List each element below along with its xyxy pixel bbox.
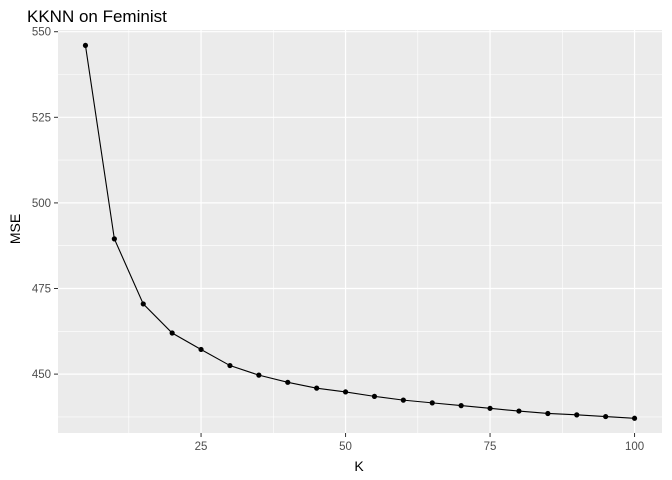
x-tick-label: 50	[339, 441, 352, 453]
x-tick-label: 25	[195, 441, 208, 453]
y-tick-label: 550	[32, 27, 51, 39]
gridlines-major	[58, 30, 662, 433]
data-point	[256, 372, 262, 378]
gridlines-minor	[58, 30, 662, 433]
series-group	[82, 42, 638, 421]
x-axis-ticks: 25 50 75 100	[195, 433, 644, 453]
y-axis-ticks: 450 475 500 525 550	[32, 27, 58, 381]
data-point	[516, 408, 522, 414]
y-tick-label: 450	[32, 369, 51, 381]
y-tick-label: 525	[32, 112, 51, 124]
data-point	[371, 393, 378, 399]
data-point	[111, 236, 117, 242]
data-point	[429, 400, 435, 406]
data-point	[285, 379, 291, 385]
data-point	[574, 412, 580, 418]
data-point	[198, 346, 204, 353]
x-axis-title: K	[354, 458, 364, 474]
y-axis-title: MSE	[7, 214, 23, 244]
data-point	[458, 403, 464, 409]
data-point	[140, 301, 146, 307]
series-line	[84, 45, 635, 419]
x-tick-label: 100	[625, 441, 644, 453]
data-point	[314, 385, 320, 391]
data-point	[487, 405, 493, 411]
data-point	[545, 410, 551, 417]
y-tick-label: 475	[32, 284, 51, 296]
data-point	[227, 362, 233, 369]
data-point	[342, 389, 349, 395]
data-point	[82, 42, 89, 49]
data-point	[603, 413, 609, 420]
y-tick-label: 500	[32, 198, 51, 210]
data-point	[631, 415, 638, 421]
data-point	[169, 330, 175, 336]
data-point	[400, 397, 406, 403]
x-tick-label: 75	[484, 441, 497, 453]
plot-panel	[58, 30, 662, 433]
chart-title: KKNN on Feminist	[27, 7, 167, 26]
